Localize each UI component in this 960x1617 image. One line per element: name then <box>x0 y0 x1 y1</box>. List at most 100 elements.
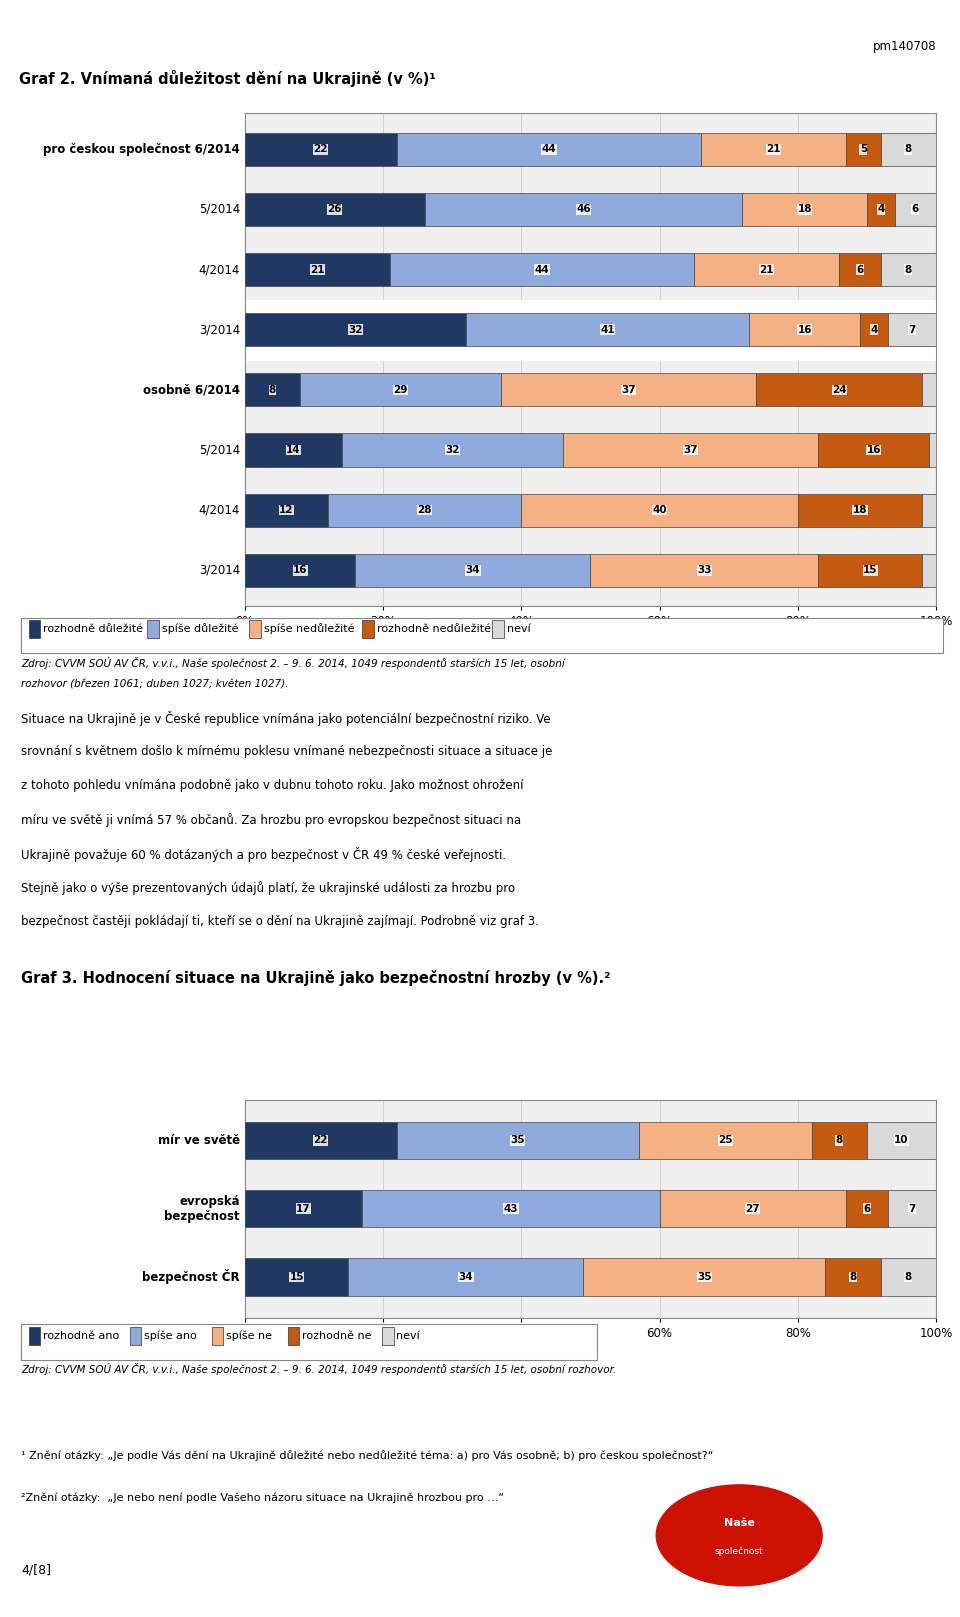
Circle shape <box>657 1484 822 1586</box>
Text: ²Znění otázky:  „Je nebo není podle Vašeho názoru situace na Ukrajině hrozbou pr: ²Znění otázky: „Je nebo není podle Vašeh… <box>21 1492 504 1502</box>
Bar <box>584 1258 826 1295</box>
Bar <box>300 374 500 406</box>
Text: osobně 6/2014: osobně 6/2014 <box>143 383 240 396</box>
Text: 8: 8 <box>904 144 912 154</box>
Text: pro českou společnost 6/2014: pro českou společnost 6/2014 <box>43 142 240 155</box>
Bar <box>660 1190 846 1227</box>
Text: 41: 41 <box>600 325 615 335</box>
Text: 5/2014: 5/2014 <box>199 202 240 217</box>
Text: 34: 34 <box>459 1273 473 1282</box>
Text: rozhodně důležité: rozhodně důležité <box>43 624 143 634</box>
Bar <box>742 192 867 226</box>
Text: 15: 15 <box>863 566 877 576</box>
Bar <box>396 1122 638 1159</box>
Text: mír ve světě: mír ve světě <box>157 1134 240 1146</box>
Text: 8: 8 <box>904 1273 912 1282</box>
Bar <box>355 553 590 587</box>
Bar <box>701 133 846 167</box>
Text: 35: 35 <box>697 1273 711 1282</box>
Bar <box>245 433 342 467</box>
Text: 32: 32 <box>348 325 363 335</box>
Bar <box>923 553 936 587</box>
Text: 33: 33 <box>697 566 711 576</box>
Text: 44: 44 <box>541 144 556 154</box>
Bar <box>466 314 750 346</box>
Text: neví: neví <box>396 1331 420 1340</box>
Bar <box>590 553 819 587</box>
Text: 40: 40 <box>652 505 667 516</box>
Text: ¹ Znění otázky: „Je podle Vás dění na Ukrajině důležité nebo nedůležité téma: a): ¹ Znění otázky: „Je podle Vás dění na Uk… <box>21 1450 713 1462</box>
Text: 29: 29 <box>394 385 407 395</box>
Text: 17: 17 <box>297 1203 311 1214</box>
Text: Ukrajině považuje 60 % dotázaných a pro bezpečnost v ČR 49 % české veřejnosti.: Ukrajině považuje 60 % dotázaných a pro … <box>21 847 506 862</box>
Bar <box>895 192 936 226</box>
Bar <box>390 252 694 286</box>
Bar <box>880 133 936 167</box>
Bar <box>521 493 798 527</box>
Bar <box>245 1258 348 1295</box>
Text: 7: 7 <box>908 1203 916 1214</box>
Text: 4: 4 <box>870 325 877 335</box>
Bar <box>811 1122 867 1159</box>
Text: Graf 2. Vnímaná důležitost dění na Ukrajině (v %)¹: Graf 2. Vnímaná důležitost dění na Ukraj… <box>19 70 436 87</box>
Bar <box>694 252 839 286</box>
Text: 16: 16 <box>798 325 812 335</box>
Text: 8: 8 <box>835 1135 843 1145</box>
Text: Stejně jako o výše prezentovaných údajů platí, že ukrajinské události za hrozbu : Stejně jako o výše prezentovaných údajů … <box>21 881 516 896</box>
Text: rozhodně ne: rozhodně ne <box>302 1331 372 1340</box>
Text: rozhovor (březen 1061; duben 1027; květen 1027).: rozhovor (březen 1061; duben 1027; květe… <box>21 679 289 689</box>
Bar <box>638 1122 811 1159</box>
Text: spíše ano: spíše ano <box>144 1331 197 1340</box>
Text: 3/2014: 3/2014 <box>199 564 240 577</box>
Text: Zdroj: CVVM SOÚ AV ČR, v.v.i., Naše společnost 2. – 9. 6. 2014, 1049 respondentů: Zdroj: CVVM SOÚ AV ČR, v.v.i., Naše spol… <box>21 657 564 668</box>
Text: 24: 24 <box>832 385 847 395</box>
Text: 12: 12 <box>279 505 294 516</box>
Bar <box>348 1258 584 1295</box>
Text: 22: 22 <box>314 144 328 154</box>
Text: 26: 26 <box>327 204 342 215</box>
Text: 37: 37 <box>621 385 636 395</box>
Bar <box>888 314 936 346</box>
Text: 37: 37 <box>684 445 698 454</box>
Bar <box>923 374 936 406</box>
Bar <box>867 192 895 226</box>
Text: 16: 16 <box>867 445 881 454</box>
Text: Graf 3. Hodnocení situace na Ukrajině jako bezpečnostní hrozby (v %).²: Graf 3. Hodnocení situace na Ukrajině ja… <box>21 970 611 986</box>
Bar <box>798 493 923 527</box>
Text: 4/2014: 4/2014 <box>199 503 240 517</box>
Text: 34: 34 <box>466 566 480 576</box>
Bar <box>846 133 880 167</box>
Text: 16: 16 <box>293 566 307 576</box>
Bar <box>929 433 936 467</box>
Text: společnost: společnost <box>715 1546 763 1556</box>
Bar <box>880 252 936 286</box>
Text: 8: 8 <box>850 1273 856 1282</box>
Text: 8: 8 <box>269 385 276 395</box>
Text: 18: 18 <box>852 505 867 516</box>
Text: 14: 14 <box>286 445 300 454</box>
Text: spíše důležité: spíše důležité <box>162 624 238 634</box>
Bar <box>860 314 888 346</box>
Bar <box>396 133 701 167</box>
Bar <box>424 192 742 226</box>
Bar <box>245 299 936 359</box>
Bar <box>245 252 390 286</box>
Text: 22: 22 <box>314 1135 328 1145</box>
Text: 32: 32 <box>444 445 460 454</box>
Text: spíše ne: spíše ne <box>227 1331 272 1340</box>
Bar <box>826 1258 880 1295</box>
Text: bezpečnost častěji pokládají ti, kteří se o dění na Ukrajině zajímají. Podrobně : bezpečnost častěji pokládají ti, kteří s… <box>21 915 539 928</box>
Text: 25: 25 <box>718 1135 732 1145</box>
Bar <box>342 433 563 467</box>
Text: pm140708: pm140708 <box>873 40 936 53</box>
Bar <box>750 314 860 346</box>
Bar <box>756 374 923 406</box>
Bar <box>362 1190 660 1227</box>
Text: 28: 28 <box>418 505 432 516</box>
Bar <box>880 1258 936 1295</box>
Text: bezpečnost ČR: bezpečnost ČR <box>142 1269 240 1284</box>
Text: 7: 7 <box>908 325 916 335</box>
Bar <box>245 1122 396 1159</box>
Text: evropská
bezpečnost: evropská bezpečnost <box>164 1195 240 1222</box>
Text: 35: 35 <box>511 1135 525 1145</box>
